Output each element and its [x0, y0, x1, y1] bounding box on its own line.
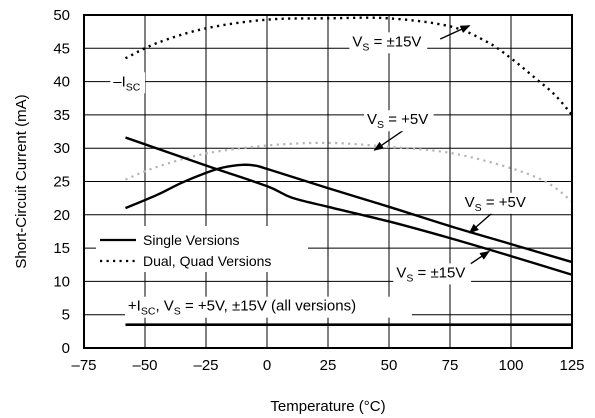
annotation-vs15-top: VS = ±15V [352, 33, 421, 53]
y-axis-title: Short-Circuit Current (mA) [13, 94, 30, 268]
x-tick-label: 0 [263, 357, 271, 374]
y-tick-label: 35 [53, 107, 70, 124]
x-tick-label: –75 [71, 357, 96, 374]
x-tick-label: –50 [132, 357, 157, 374]
legend: Single Versions Dual, Quad Versions [96, 226, 308, 272]
annotation-arrow [373, 129, 405, 151]
tick-labels: –75 –50 –25 0 25 50 75 100 125 0 5 10 15 20 25 30 35 40 45… [53, 7, 584, 374]
annotations: –ISC VS = ±15V VS = +5V VS = +5V VS = ±15V +I… [110, 25, 532, 318]
legend-label: Single Versions [143, 232, 240, 248]
y-tick-label: 5 [62, 307, 70, 324]
series-layer [124, 16, 573, 326]
series-line-1 [124, 16, 573, 116]
annotation-isc-pos: +ISC, VS = +5V, ±15V (all versions) [128, 298, 356, 318]
annotation-arrow [439, 25, 471, 40]
annotation-vs5-mid: VS = +5V [367, 111, 428, 131]
legend-bg [96, 226, 308, 272]
annotation-bg [393, 263, 472, 285]
annotation-arrow [468, 212, 492, 234]
x-tick-label: 100 [498, 357, 523, 374]
x-tick-label: –25 [193, 357, 218, 374]
annotation-bg [110, 72, 146, 94]
y-tick-label: 50 [53, 7, 70, 24]
annotation-vs5-right: VS = +5V [465, 194, 526, 214]
annotation-vs15-bottom: VS = ±15V [396, 264, 465, 284]
annotation-isc-neg: –ISC [113, 73, 141, 93]
grid [84, 15, 572, 348]
y-tick-label: 25 [53, 174, 70, 191]
x-tick-label: 125 [559, 357, 584, 374]
x-tick-label: 50 [381, 357, 398, 374]
series-line-3 [125, 163, 573, 264]
annotation-bg [349, 32, 428, 54]
plot-frame [83, 14, 573, 349]
annotation-bg [364, 110, 434, 132]
y-tick-label: 40 [53, 74, 70, 91]
annotation-bg [124, 296, 412, 318]
x-tick-label: 25 [320, 357, 337, 374]
y-tick-label: 15 [53, 240, 70, 257]
y-tick-label: 20 [53, 207, 70, 224]
series-line-2 [125, 141, 573, 203]
y-tick-label: 0 [62, 340, 70, 357]
y-tick-label: 10 [53, 273, 70, 290]
x-axis-title: Temperature (°C) [270, 398, 385, 415]
y-tick-label: 30 [53, 140, 70, 157]
legend-label: Dual, Quad Versions [143, 253, 271, 269]
annotation-bg [461, 192, 532, 214]
series-line-4 [125, 136, 573, 276]
y-tick-label: 45 [53, 40, 70, 57]
x-tick-label: 75 [442, 357, 459, 374]
